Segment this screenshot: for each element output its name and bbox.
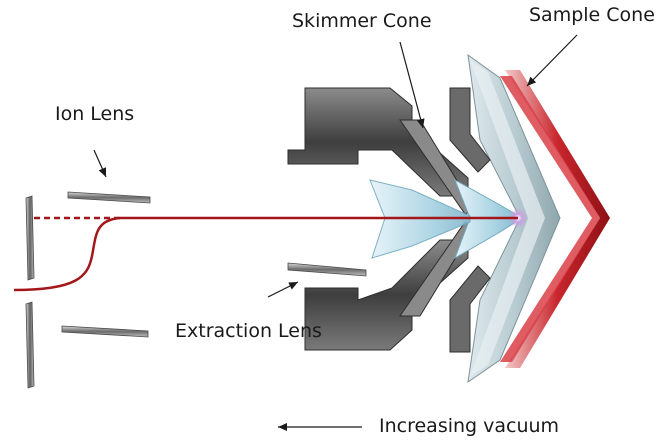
skimmer-housing-upper-rear xyxy=(449,87,491,173)
ion-beam xyxy=(13,216,518,292)
ion-lens-pointer xyxy=(93,149,107,178)
pointer-arrows xyxy=(93,34,578,431)
skimmer-housing-lower-rear xyxy=(449,265,491,353)
extraction-lens-pointer xyxy=(267,281,299,298)
ion-lens-vertical-lower xyxy=(25,301,35,389)
ion-lens-upper-plate xyxy=(67,191,151,204)
sample-cone-glass-front xyxy=(470,60,545,376)
skimmer-cone-label: Skimmer Cone xyxy=(292,10,432,32)
extraction-lens xyxy=(287,262,367,277)
ion-lens-label: Ion Lens xyxy=(55,103,135,125)
sample-cone xyxy=(467,53,610,384)
ion-beam-deflected xyxy=(13,216,121,292)
increasing-vacuum-label: Increasing vacuum xyxy=(379,415,560,437)
sample-cone-glass xyxy=(467,53,561,384)
extraction-lens-label: Extraction Lens xyxy=(175,320,322,342)
skimmer-housing-upper xyxy=(287,87,469,197)
ion-lens xyxy=(25,191,151,389)
extraction-lens-plate xyxy=(287,262,367,277)
sample-cone-pointer xyxy=(526,34,578,87)
sample-cone-label: Sample Cone xyxy=(529,4,655,26)
skimmer-housing-lower xyxy=(304,239,469,351)
ion-lens-vertical-upper xyxy=(25,195,35,281)
ion-lens-lower-plate xyxy=(61,325,149,338)
skimmer-cone-pointer xyxy=(399,41,425,129)
